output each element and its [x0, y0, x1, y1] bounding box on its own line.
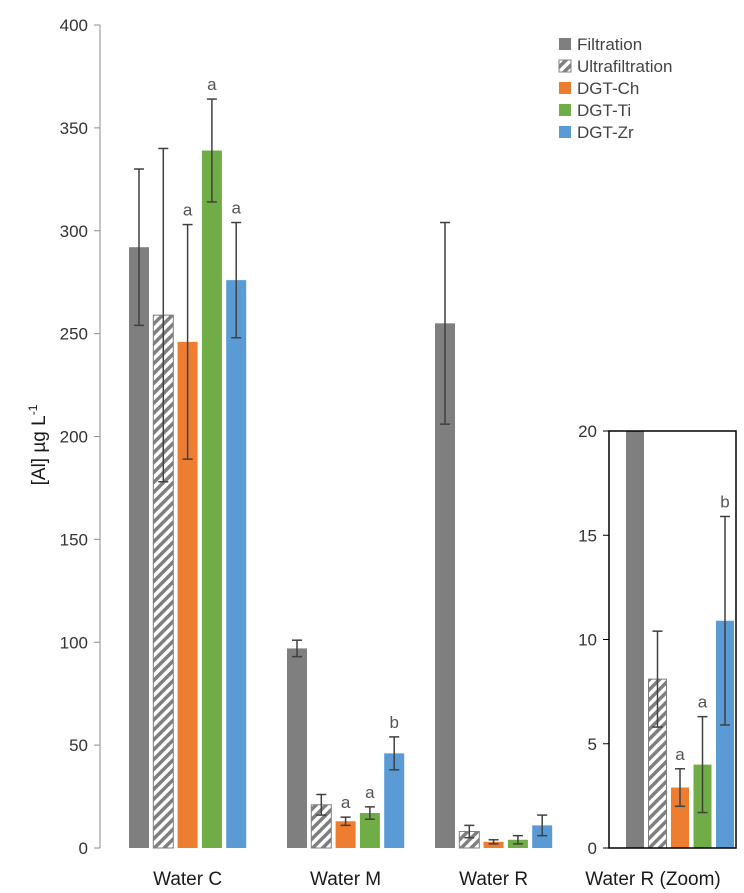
- bar-water-m-dgt-ch: [335, 821, 356, 848]
- inset-y-tick-label-0: 0: [588, 839, 597, 858]
- inset-y-tick-label-15: 15: [578, 526, 597, 545]
- y-tick-label-250: 250: [60, 325, 88, 344]
- legend: Filtration Ultrafiltration DGT-Ch DGT-Ti DGT…: [558, 35, 672, 142]
- y-tick-label-0: 0: [79, 839, 88, 858]
- inset-bar-dgt-ti-annotation: a: [698, 693, 708, 712]
- legend-dgt-ti-swatch: [559, 104, 571, 116]
- y-axis-label-text: [Al] µg L: [29, 415, 50, 485]
- inset-bar-dgt-zr: [716, 620, 734, 848]
- bar-water-c-dgt-zr: [226, 280, 247, 848]
- inset-bar-dgt-zr-annotation: b: [720, 492, 729, 511]
- bar-water-m-dgt-ch-annotation: a: [341, 793, 351, 812]
- y-tick-label-150: 150: [60, 530, 88, 549]
- category-label-water-r-zoom: Water R (Zoom): [585, 869, 720, 890]
- bar-water-c-dgt-zr-annotation: a: [231, 199, 241, 218]
- bar-water-m-dgt-zr-annotation: b: [389, 713, 398, 732]
- y-axis-label-superscript: -1: [26, 404, 40, 415]
- y-tick-label-350: 350: [60, 119, 88, 138]
- zoom-inset: a a b 0 5 10 15 20 Water R (Zoom): [578, 422, 737, 890]
- y-axis-label: [Al] µg L-1: [26, 404, 50, 485]
- legend-dgt-zr-swatch: [559, 126, 571, 138]
- bar-water-m-filtration: [287, 648, 307, 848]
- category-label-water-r: Water R: [459, 869, 528, 890]
- inset-y-tick-label-5: 5: [588, 735, 597, 754]
- y-tick-label-300: 300: [60, 222, 88, 241]
- inset-bar-dgt-ch-annotation: a: [675, 745, 685, 764]
- bar-water-m-dgt-ti-annotation: a: [365, 783, 375, 802]
- y-tick-label-50: 50: [69, 736, 88, 755]
- legend-ultrafiltration-swatch: [558, 59, 572, 73]
- inset-bar-dgt-ch: [671, 787, 689, 848]
- legend-dgt-ti-label: DGT-Ti: [577, 101, 631, 120]
- legend-dgt-ch-label: DGT-Ch: [577, 79, 639, 98]
- legend-ultrafiltration-label: Ultrafiltration: [577, 57, 672, 76]
- category-label-water-m: Water M: [310, 869, 381, 890]
- legend-filtration-swatch: [559, 38, 571, 50]
- inset-y-tick-label-10: 10: [578, 631, 597, 650]
- legend-filtration-label: Filtration: [577, 35, 642, 54]
- bar-water-c-filtration: [129, 247, 149, 848]
- category-label-water-c: Water C: [153, 869, 222, 890]
- inset-y-tick-label-20: 20: [578, 422, 597, 441]
- bar-water-c-dgt-ti: [201, 150, 222, 848]
- bar-water-c-dgt-ch: [177, 341, 198, 848]
- bar-water-r-dgt-zr: [532, 825, 553, 848]
- bar-water-m-dgt-zr: [384, 753, 405, 848]
- inset-bar-filtration: [626, 431, 644, 848]
- bar-water-r-dgt-ch: [483, 841, 504, 848]
- legend-dgt-zr-label: DGT-Zr: [577, 123, 634, 142]
- bar-water-c-dgt-ch-annotation: a: [183, 201, 193, 220]
- y-tick-label-400: 400: [60, 16, 88, 35]
- bar-water-c-dgt-ti-annotation: a: [207, 75, 217, 94]
- legend-dgt-ch-swatch: [559, 82, 571, 94]
- bar-water-r-filtration: [435, 323, 455, 848]
- y-tick-label-200: 200: [60, 428, 88, 447]
- bar-water-m-dgt-ti: [359, 813, 380, 848]
- y-tick-label-100: 100: [60, 633, 88, 652]
